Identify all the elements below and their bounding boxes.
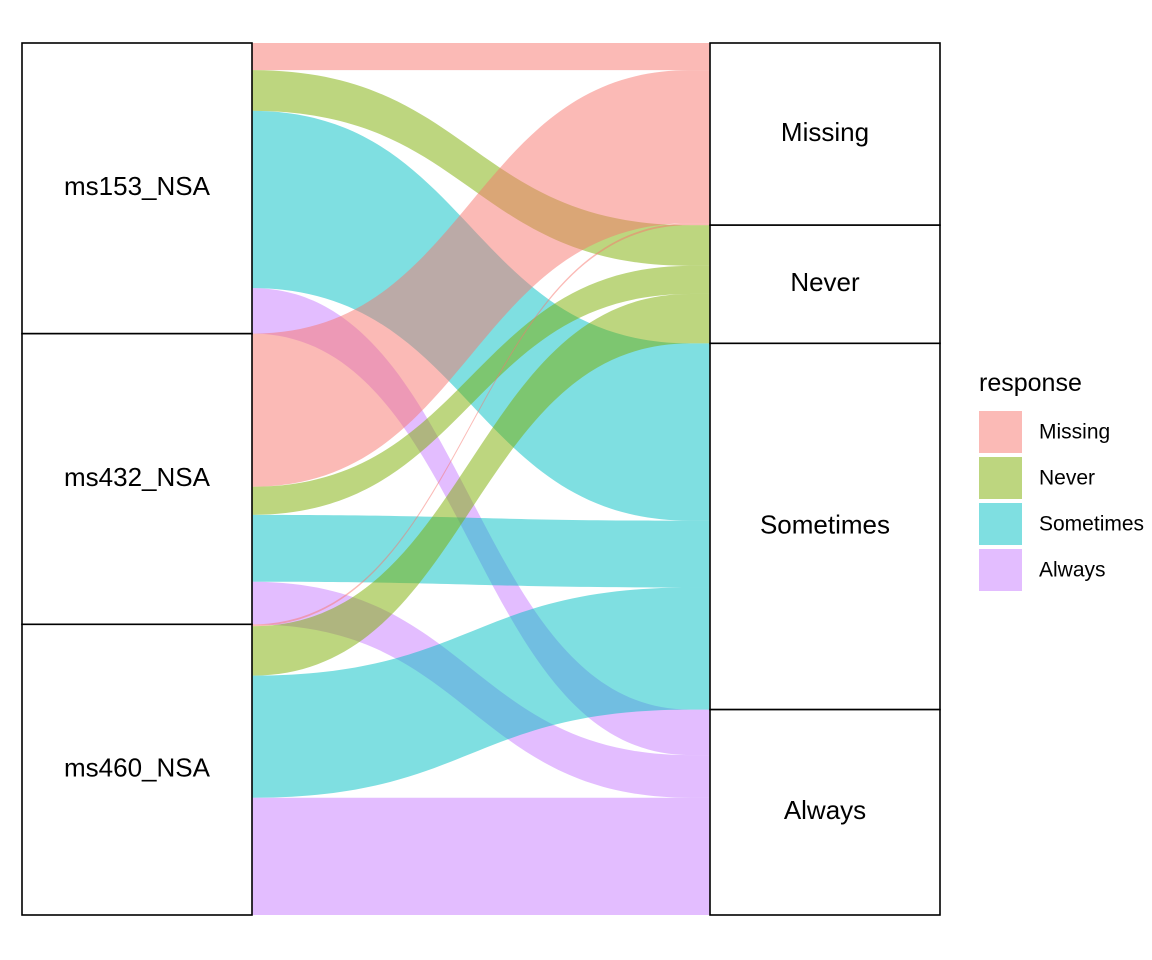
flow-end-never	[690, 293, 710, 344]
flow-end-always	[690, 797, 710, 915]
flow-ms432_NSA-to-missing	[252, 70, 690, 487]
stratum-sometimes	[709, 342, 941, 711]
flow-end-missing	[690, 223, 710, 226]
legend-title: response	[979, 369, 1082, 397]
legend-label-sometimes: Sometimes	[1039, 513, 1144, 536]
flow-end-sometimes	[690, 343, 710, 521]
stratum-label-ms460_NSA: ms460_NSA	[64, 753, 211, 783]
legend-swatch-always	[979, 549, 1022, 591]
legend-swatch-missing	[979, 411, 1022, 453]
stratum-always	[709, 708, 941, 916]
legend: response Missing Never Sometimes Always	[979, 369, 1144, 591]
flow-end-always	[690, 709, 710, 756]
legend-label-never: Never	[1039, 467, 1095, 490]
legend-swatch-never	[979, 457, 1022, 499]
flow-end-always	[690, 755, 710, 798]
stratum-missing	[709, 42, 941, 226]
stratum-ms460_NSA	[21, 623, 253, 916]
flow-end-sometimes	[690, 520, 710, 588]
flow-end-sometimes	[690, 587, 710, 710]
legend-swatch-sometimes	[979, 503, 1022, 545]
flow-end-never	[690, 265, 710, 294]
legend-label-missing: Missing	[1039, 421, 1110, 444]
stratum-label-ms153_NSA: ms153_NSA	[64, 171, 211, 201]
stratum-label-never: Never	[790, 267, 860, 297]
stratum-label-sometimes: Sometimes	[760, 509, 890, 539]
flow-ms460_NSA-to-never	[252, 293, 690, 676]
legend-label-always: Always	[1039, 559, 1106, 582]
stratum-label-always: Always	[784, 795, 866, 825]
flows-layer	[252, 43, 710, 915]
flow-end-missing	[690, 70, 710, 224]
stratum-label-ms432_NSA: ms432_NSA	[64, 462, 211, 492]
flow-ms153_NSA-to-missing	[252, 43, 690, 71]
stratum-label-missing: Missing	[781, 117, 869, 147]
stratum-ms153_NSA	[21, 42, 253, 335]
stratum-ms432_NSA	[21, 332, 253, 626]
flow-ms460_NSA-to-sometimes	[252, 587, 690, 798]
flow-end-never	[690, 225, 710, 266]
flow-ms432_NSA-to-never	[252, 265, 690, 515]
left-strata: ms153_NSA ms432_NSA ms460_NSA	[21, 42, 253, 916]
flow-ms432_NSA-to-sometimes	[252, 514, 690, 588]
flow-ms460_NSA-to-missing	[252, 223, 690, 627]
flow-end-missing	[690, 43, 710, 71]
right-strata: Missing Never Sometimes Always	[709, 42, 941, 916]
stratum-never	[709, 224, 941, 345]
flow-ms460_NSA-to-always	[252, 797, 690, 915]
